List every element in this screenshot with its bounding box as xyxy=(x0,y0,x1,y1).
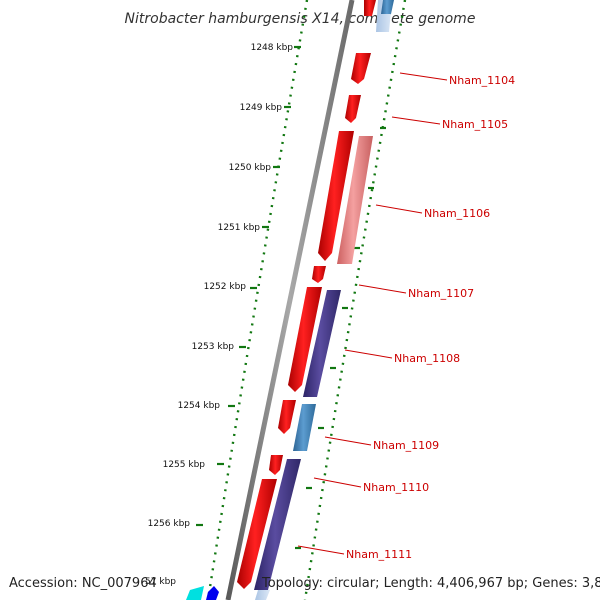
gene-label[interactable]: Nham_1111 xyxy=(346,548,412,561)
gene-label[interactable]: Nham_1108 xyxy=(394,352,460,365)
gene-label[interactable]: Nham_1105 xyxy=(442,118,508,131)
ruler-ticks xyxy=(196,45,301,527)
gene-feature[interactable] xyxy=(254,459,301,590)
gene-feature[interactable] xyxy=(293,404,316,451)
gene-feature[interactable] xyxy=(206,586,219,600)
gene-feature[interactable] xyxy=(318,131,354,261)
gene-feature[interactable] xyxy=(237,479,277,589)
label-leader-lines xyxy=(297,72,448,555)
tick-label: 1252 kbp xyxy=(204,282,247,292)
gene-label[interactable]: Nham_1110 xyxy=(363,481,429,494)
tick-label: 1256 kbp xyxy=(148,519,191,529)
ruler-dotted-line xyxy=(206,0,309,600)
cog-strand-genes xyxy=(254,0,394,590)
map-title: Nitrobacter hamburgensis X14, complete g… xyxy=(125,11,476,27)
tick-label: 1255 kbp xyxy=(163,460,206,470)
genome-summary-text: Topology: circular; Length: 4,406,967 bp… xyxy=(261,576,600,591)
gene-feature[interactable] xyxy=(288,287,322,392)
tick-label: 1251 kbp xyxy=(218,223,261,233)
gene-feature[interactable] xyxy=(186,586,204,600)
gene-label[interactable]: Nham_1109 xyxy=(373,439,439,452)
gene-label[interactable]: Nham_1104 xyxy=(449,74,515,87)
gene-feature[interactable] xyxy=(312,266,326,283)
gene-feature[interactable] xyxy=(364,0,376,16)
gene-feature[interactable] xyxy=(303,290,341,397)
tick-label: 1249 kbp xyxy=(240,103,283,113)
gene-feature[interactable] xyxy=(381,0,394,14)
outer-dotted-line xyxy=(303,0,407,600)
tick-label: 1250 kbp xyxy=(229,163,272,173)
gene-feature[interactable] xyxy=(351,53,371,84)
gene-label[interactable]: Nham_1107 xyxy=(408,287,474,300)
gene-labels: Nham_1104 Nham_1105 Nham_1106 Nham_1107 … xyxy=(346,74,515,561)
gene-label[interactable]: Nham_1106 xyxy=(424,207,490,220)
outer-guide-dashes xyxy=(295,126,386,550)
genome-backbone xyxy=(225,0,355,600)
tick-label: 1253 kbp xyxy=(192,342,235,352)
gene-feature[interactable] xyxy=(269,455,283,475)
tick-label: 1248 kbp xyxy=(251,43,294,53)
tick-label-partial: 57 kbp xyxy=(145,577,176,587)
accession-text: Accession: NC_007964 xyxy=(9,576,157,591)
gene-feature[interactable] xyxy=(337,136,373,264)
gene-feature[interactable] xyxy=(278,400,296,434)
gene-feature[interactable] xyxy=(345,95,361,123)
bottom-partial-features xyxy=(186,586,270,600)
tick-label: 1254 kbp xyxy=(178,401,221,411)
ruler-tick-labels: 1248 kbp 1249 kbp 1250 kbp 1251 kbp 1252… xyxy=(145,43,293,587)
forward-strand-genes xyxy=(237,0,376,589)
gene-feature[interactable] xyxy=(255,590,270,600)
